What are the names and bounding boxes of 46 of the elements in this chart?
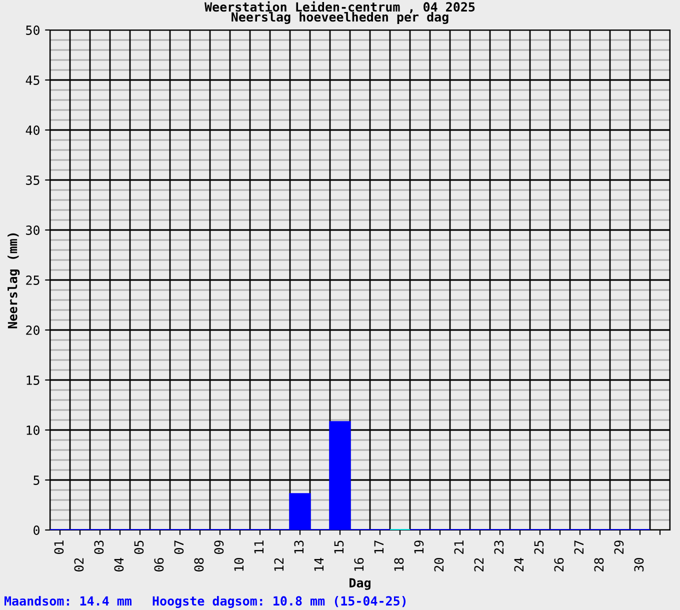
- x-tick-label: 10: [234, 558, 244, 571]
- x-tick-label: 24: [514, 558, 524, 572]
- x-axis-title: Dag: [350, 578, 370, 590]
- x-tick-label: 16: [354, 558, 364, 571]
- text: Hoogste dagsom: 10.8 mm (15-04-25): [152, 596, 406, 608]
- x-tick-label: 14: [314, 558, 324, 571]
- y-tick-label: 40: [26, 126, 40, 135]
- x-tick-label: 25: [534, 540, 544, 554]
- y-axis-title: Neerslag (mm): [8, 233, 20, 328]
- x-tick-label: 27: [574, 540, 584, 554]
- x-tick-label: 05: [134, 540, 144, 554]
- y-tick-label: 0: [34, 526, 40, 535]
- chart-title: Weerstation Leiden-centrum , 04 2025: [204, 1, 475, 14]
- x-tick-label: 30: [634, 558, 644, 572]
- x-tick-label: 07: [174, 540, 184, 554]
- x-tick-label: 15: [334, 540, 344, 554]
- x-tick-label: 29: [614, 540, 624, 554]
- x-tick-label: 06: [154, 558, 164, 572]
- x-tick-label: 08: [194, 558, 204, 572]
- y-tick-label: 30: [26, 226, 40, 235]
- y-tick-label: 10: [26, 426, 40, 435]
- y-tick-label: 20: [26, 326, 40, 335]
- x-tick-label: 09: [214, 540, 224, 554]
- x-tick-label: 22: [474, 558, 484, 572]
- x-tick-label: 01: [54, 540, 64, 554]
- x-tick-label: 02: [74, 558, 84, 572]
- text: Maandsom: 14.4 mm: [4, 596, 132, 606]
- y-tick-label: 45: [26, 76, 40, 85]
- x-tick-label: 13: [294, 540, 304, 554]
- x-tick-label: 20: [434, 558, 444, 572]
- y-tick-label: 35: [26, 176, 40, 185]
- y-tick-label: 5: [34, 476, 40, 485]
- y-tick-label: 50: [26, 26, 40, 35]
- x-tick-label: 21: [454, 540, 464, 554]
- x-tick-label: 28: [594, 558, 604, 572]
- x-tick-label: 18: [394, 558, 404, 571]
- y-tick-label: 25: [26, 276, 40, 285]
- x-tick-label: 11: [254, 540, 264, 554]
- x-tick-label: 19: [414, 540, 424, 554]
- x-tick-label: 12: [274, 558, 284, 571]
- x-tick-label: 17: [374, 540, 384, 554]
- x-tick-label: 26: [554, 558, 564, 572]
- y-tick-label: 15: [26, 376, 40, 385]
- x-tick-label: 03: [94, 540, 104, 554]
- x-tick-label: 04: [114, 558, 124, 572]
- x-tick-label: 23: [494, 540, 504, 554]
